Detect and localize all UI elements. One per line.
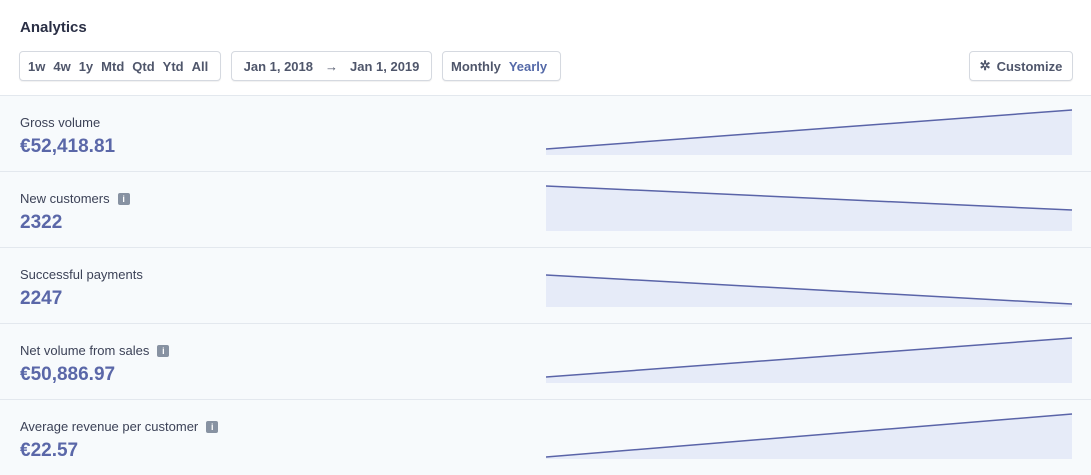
sparkline-line (546, 274, 1073, 305)
info-icon[interactable]: i (157, 344, 170, 357)
metric-value: 2322 (20, 212, 63, 233)
sparkline (546, 109, 1073, 155)
sparkline-line (546, 109, 1073, 150)
sparkline (546, 274, 1073, 307)
metric-value: 2247 (20, 288, 63, 309)
arrow-right-icon: → (325, 58, 338, 74)
sparkline-area (546, 186, 1072, 231)
page-title: Analytics (20, 19, 87, 36)
range-all[interactable]: All (191, 58, 209, 74)
date-end: Jan 1, 2019 (350, 58, 420, 74)
metric-row[interactable]: Successful payments 2247 (0, 247, 1091, 323)
metric-value: €50,886.97 (20, 364, 116, 385)
range-4w[interactable]: 4w (53, 58, 71, 74)
range-ytd[interactable]: Ytd (162, 58, 184, 74)
range-selector: 1w 4w 1y Mtd Qtd Ytd All (19, 51, 221, 81)
range-1w[interactable]: 1w (28, 58, 46, 74)
metric-label: Average revenue per customer i (20, 419, 219, 434)
sparkline-area (546, 338, 1072, 383)
metric-label: Successful payments (20, 267, 143, 282)
metric-label: Net volume from sales i (20, 343, 170, 358)
range-1y[interactable]: 1y (78, 58, 94, 74)
metric-label-text: Average revenue per customer (20, 419, 199, 434)
metric-row[interactable]: New customers i 2322 (0, 171, 1091, 247)
metric-label-text: Net volume from sales (20, 343, 150, 358)
metric-value: €22.57 (20, 440, 79, 461)
sparkline-area (546, 110, 1072, 155)
date-start: Jan 1, 2018 (243, 58, 313, 74)
info-icon[interactable]: i (206, 420, 219, 433)
sparkline (546, 413, 1073, 459)
info-icon[interactable]: i (117, 192, 130, 205)
customize-label: Customize (996, 58, 1063, 74)
customize-button[interactable]: ✲ Customize (969, 51, 1073, 81)
metric-value: €52,418.81 (20, 136, 116, 157)
sparkline-line (546, 413, 1073, 458)
metric-label: New customers i (20, 191, 130, 206)
metric-label-text: New customers (20, 191, 110, 206)
range-mtd[interactable]: Mtd (101, 58, 125, 74)
range-qtd[interactable]: Qtd (132, 58, 155, 74)
interval-monthly[interactable]: Monthly (451, 58, 501, 74)
date-range-picker[interactable]: Jan 1, 2018 → Jan 1, 2019 (231, 51, 432, 81)
metric-row[interactable]: Average revenue per customer i €22.57 (0, 399, 1091, 475)
metric-row[interactable]: Gross volume €52,418.81 (0, 95, 1091, 171)
metric-row[interactable]: Net volume from sales i €50,886.97 (0, 323, 1091, 399)
gear-icon: ✲ (979, 58, 991, 73)
sparkline-line (546, 337, 1073, 378)
interval-selector: Monthly Yearly (442, 51, 561, 81)
metric-label-text: Gross volume (20, 115, 101, 130)
sparkline-line (546, 185, 1073, 211)
metric-label-text: Successful payments (20, 267, 143, 282)
metric-label: Gross volume (20, 115, 100, 130)
sparkline (546, 185, 1073, 231)
sparkline (546, 337, 1073, 383)
interval-yearly[interactable]: Yearly (508, 58, 548, 74)
